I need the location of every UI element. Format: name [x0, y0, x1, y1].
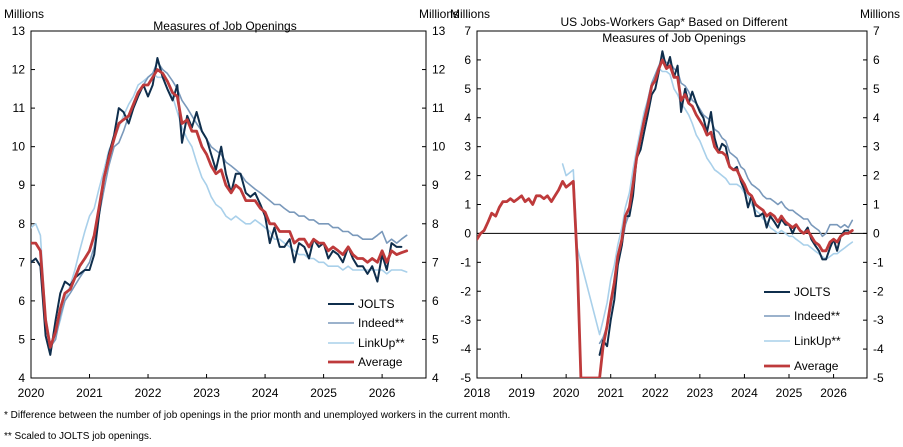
x-tick-label: 2019 — [508, 386, 535, 400]
y-tick-label-left: -3 — [460, 313, 471, 327]
y-tick-label-left: 3 — [464, 140, 471, 154]
footnote-1: * Difference between the number of job o… — [4, 410, 511, 421]
series-line-linkup — [561, 67, 854, 336]
y-tick-label-left: 8 — [18, 217, 25, 231]
y-tick-label-left: 1 — [464, 198, 471, 212]
y-tick-label-left: 7 — [18, 255, 25, 269]
legend-label: Indeed** — [358, 316, 404, 330]
y-tick-label-right: 6 — [873, 53, 880, 67]
y-tick-label-right: 6 — [432, 294, 439, 308]
legend-label: LinkUp** — [358, 336, 405, 350]
y-axis-unit-left: Millions — [4, 7, 44, 21]
series-line-indeed — [598, 56, 854, 345]
y-tick-label-left: 7 — [464, 24, 471, 38]
y-tick-label-right: 4 — [873, 111, 880, 125]
legend: JOLTS Indeed** LinkUp** Average — [764, 285, 841, 373]
x-tick-label: 2023 — [687, 386, 714, 400]
y-tick-label-left: 5 — [18, 332, 25, 346]
y-tick-label-left: 6 — [464, 53, 471, 67]
x-tick-label: 2022 — [135, 386, 162, 400]
y-axis-unit-right: Millions — [860, 7, 900, 21]
y-tick-label-left: 6 — [18, 294, 25, 308]
y-tick-label-right: 7 — [873, 24, 880, 38]
series-line-average — [477, 58, 854, 378]
y-tick-label-right: -4 — [873, 342, 884, 356]
x-tick-label: 2018 — [464, 386, 491, 400]
footnote-2: ** Scaled to JOLTS job openings. — [4, 431, 152, 442]
y-tick-label-right: -1 — [873, 255, 884, 269]
y-tick-label-right: 5 — [873, 82, 880, 96]
y-tick-label-right: 3 — [873, 140, 880, 154]
series-line-jolts — [31, 57, 403, 356]
plot-frame — [30, 30, 427, 379]
chart-title: Measures of Job Openings — [153, 19, 296, 33]
y-tick-label-left: 13 — [12, 24, 26, 38]
y-tick-label-left: 9 — [18, 178, 25, 192]
y-tick-label-right: 0 — [873, 226, 880, 240]
x-tick-label: 2024 — [252, 386, 279, 400]
y-tick-label-right: 7 — [432, 255, 439, 269]
x-tick-label: 2021 — [597, 386, 624, 400]
legend-label: JOLTS — [794, 285, 830, 299]
y-tick-label-left: 4 — [464, 111, 471, 125]
y-tick-label-left: 5 — [464, 82, 471, 96]
y-tick-label-left: -2 — [460, 284, 471, 298]
y-tick-label-right: 12 — [432, 63, 446, 77]
y-tick-label-left: 4 — [18, 371, 25, 385]
y-tick-label-right: 13 — [432, 24, 446, 38]
left-chart-job-openings: 4 4 5 5 6 6 7 7 8 8 9 9 10 10 11 11 12 12 13 13 2020 2021 2022… — [4, 7, 459, 400]
x-tick-label: 2026 — [820, 386, 847, 400]
y-tick-label-left: -4 — [460, 342, 471, 356]
x-tick-label: 2022 — [642, 386, 669, 400]
y-tick-label-left: -5 — [460, 371, 471, 385]
legend: JOLTS Indeed** LinkUp** Average — [328, 297, 405, 369]
x-tick-label: 2020 — [553, 386, 580, 400]
series-line-jolts — [598, 50, 850, 356]
x-tick-label: 2021 — [76, 386, 103, 400]
y-tick-label-right: 4 — [432, 371, 439, 385]
x-tick-label: 2025 — [310, 386, 337, 400]
y-tick-label-right: 11 — [432, 101, 445, 115]
y-axis-unit-left: Millions — [450, 7, 490, 21]
series-line-linkup — [31, 72, 408, 345]
y-tick-label-right: 5 — [432, 332, 439, 346]
y-tick-label-right: -2 — [873, 284, 884, 298]
y-tick-label-right: -3 — [873, 313, 884, 327]
y-tick-label-right: 2 — [873, 169, 880, 183]
x-tick-label: 2026 — [369, 386, 396, 400]
y-tick-label-left: 0 — [464, 226, 471, 240]
legend-label: LinkUp** — [794, 334, 841, 348]
right-chart-jobs-workers-gap: -5 -5 -4 -4 -3 -3 -2 -2 -1 -1 0 0 1 1 2 2 3 3 4 4 5 5 6 6 7 7 2018… — [450, 7, 900, 400]
y-tick-label-right: 1 — [873, 198, 880, 212]
series-line-indeed — [31, 61, 408, 348]
y-tick-label-right: 9 — [432, 178, 439, 192]
y-tick-label-right: 8 — [432, 217, 439, 231]
y-tick-label-right: 10 — [432, 140, 446, 154]
x-tick-label: 2024 — [731, 386, 758, 400]
y-tick-label-right: -5 — [873, 371, 884, 385]
x-tick-label: 2020 — [18, 386, 45, 400]
y-tick-label-left: 12 — [12, 63, 26, 77]
y-tick-label-left: 10 — [12, 140, 26, 154]
y-axis-unit-right: Millions — [419, 7, 459, 21]
legend-label: Indeed** — [794, 309, 840, 323]
legend-label: Average — [358, 355, 403, 369]
legend-label: JOLTS — [358, 297, 394, 311]
series-line-average — [31, 68, 409, 349]
y-tick-label-left: 11 — [13, 101, 26, 115]
y-tick-label-left: 2 — [464, 169, 471, 183]
chart-title: US Jobs-Workers Gap* Based on Different M… — [561, 15, 789, 45]
x-tick-label: 2023 — [193, 386, 220, 400]
x-tick-label: 2025 — [776, 386, 803, 400]
y-tick-label-left: -1 — [460, 255, 471, 269]
legend-label: Average — [794, 359, 839, 373]
